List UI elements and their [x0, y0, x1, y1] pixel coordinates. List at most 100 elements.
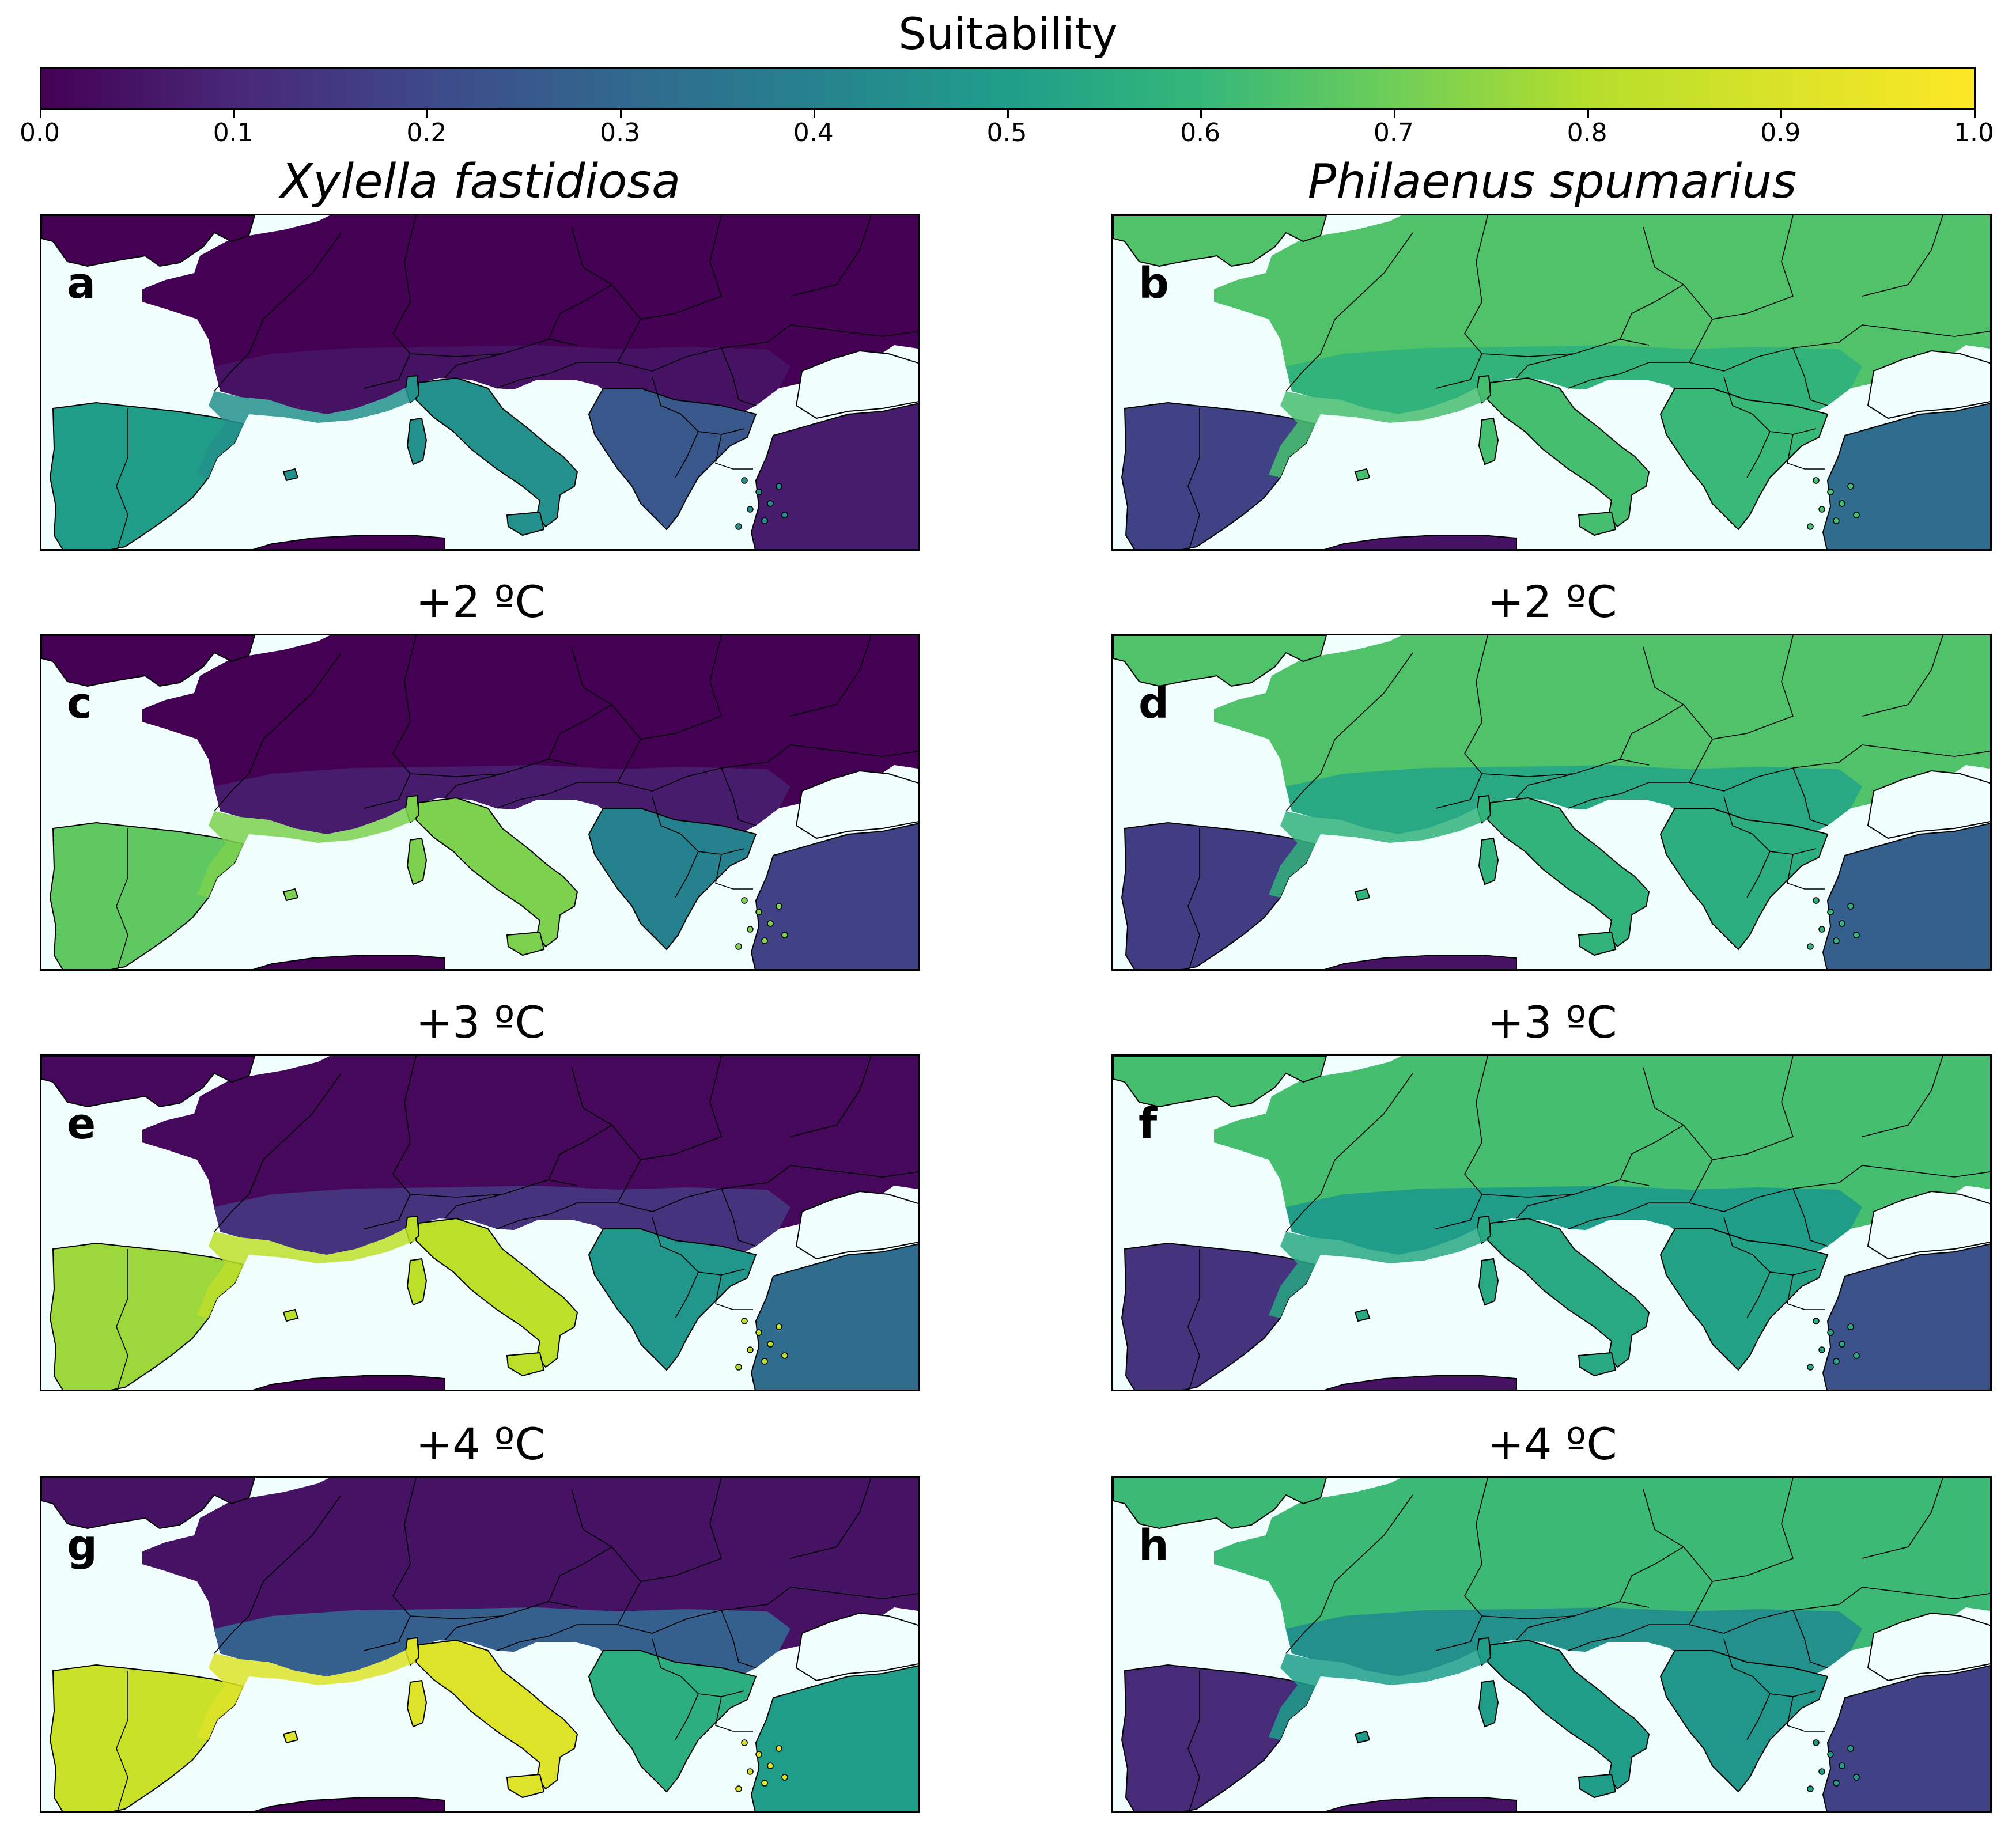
- land-region-iberia: [49, 822, 244, 969]
- land-region-sardinia: [406, 417, 428, 465]
- aegean-island: [1818, 1346, 1825, 1353]
- country-border: [1752, 1676, 1817, 1697]
- land-region-sicily: [506, 511, 545, 536]
- coastal-fringe: [197, 805, 416, 898]
- country-border: [1516, 353, 1575, 379]
- country-border: [675, 1271, 699, 1319]
- country-border: [652, 376, 682, 415]
- land-region-balkans: [588, 1228, 757, 1371]
- country-border: [1792, 347, 1828, 406]
- country-border: [617, 1587, 791, 1634]
- coastal-fringe: [1269, 385, 1488, 478]
- land-region-sicily: [506, 931, 545, 956]
- country-border: [1723, 376, 1753, 415]
- black-sea: [1867, 1612, 1990, 1682]
- country-border: [1620, 284, 1684, 340]
- land-region-balearics: [1354, 1308, 1371, 1322]
- land-region-northafrica: [1324, 1797, 1517, 1811]
- land-region-uk: [41, 1056, 256, 1108]
- land-region-iberia: [1121, 1242, 1316, 1390]
- map-panel-h: h: [1111, 1476, 1992, 1813]
- land-region-sardinia: [1478, 1258, 1499, 1306]
- aegean-island: [747, 506, 754, 513]
- colorbar-tick-label: 0.2: [406, 118, 447, 147]
- country-border: [1568, 1202, 1689, 1229]
- aegean-island: [1839, 500, 1845, 507]
- aegean-island: [1813, 477, 1820, 484]
- country-border: [1435, 635, 1488, 809]
- colorbar-tick: [1974, 110, 1976, 118]
- land-region-uk: [41, 215, 256, 267]
- colorbar-tick: [426, 110, 429, 118]
- aegean-island: [755, 909, 762, 915]
- country-border: [680, 1676, 745, 1697]
- black-sea: [795, 770, 918, 839]
- country-border: [364, 1056, 417, 1229]
- colorbar-tick-label: 0.6: [1180, 118, 1221, 147]
- colorbar-tick: [1587, 110, 1589, 118]
- country-border: [496, 782, 618, 809]
- land-region-sicily: [1578, 511, 1617, 536]
- country-border: [675, 851, 699, 898]
- country-border: [715, 434, 753, 470]
- country-border: [571, 646, 641, 740]
- country-border: [1862, 324, 1990, 337]
- aegean-island: [747, 1768, 754, 1775]
- colorbar-tick-label: 0.0: [20, 118, 60, 147]
- coastal-fringe: [197, 1648, 416, 1740]
- country-border: [364, 635, 417, 809]
- country-border: [790, 324, 918, 337]
- country-border: [617, 215, 723, 363]
- land-region-sicily: [1578, 931, 1617, 956]
- aegean-island: [1827, 489, 1834, 495]
- country-border: [548, 1125, 612, 1180]
- land-region-uk: [1113, 635, 1327, 687]
- country-border: [790, 1478, 872, 1559]
- colorbar-tick: [40, 110, 41, 118]
- colorbar: [40, 67, 1976, 110]
- colorbar-title: Suitability: [898, 8, 1118, 59]
- country-border: [1787, 434, 1825, 470]
- coastal-fringe: [1269, 1226, 1488, 1318]
- country-border: [1689, 1478, 1794, 1625]
- map-svg: [1113, 215, 1990, 549]
- country-border: [1516, 1194, 1575, 1219]
- country-border: [1568, 1624, 1689, 1651]
- panel-label: h: [1139, 1521, 1169, 1570]
- land-region-turkey: [1822, 1665, 1990, 1811]
- black-sea: [795, 1190, 918, 1260]
- country-border: [1862, 1587, 1990, 1599]
- country-border: [1746, 1693, 1771, 1740]
- aegean-island: [767, 920, 774, 927]
- land-region-northafrica: [252, 1375, 445, 1390]
- country-border: [116, 828, 128, 969]
- panel-label: b: [1139, 259, 1169, 308]
- country-border: [1285, 232, 1413, 392]
- map-panel-f: f: [1111, 1054, 1992, 1391]
- country-border: [571, 1067, 641, 1160]
- land-region-iberia: [1121, 1664, 1316, 1811]
- aegean-island: [1839, 920, 1845, 927]
- black-sea: [795, 1612, 918, 1682]
- map-svg: [1113, 635, 1990, 969]
- aegean-island: [781, 512, 788, 518]
- land-region-italy: [415, 1639, 578, 1790]
- country-border: [1285, 652, 1413, 812]
- row-title-plus4-left: +4 ºC: [415, 1418, 546, 1470]
- map-panel-g: g: [40, 1476, 920, 1813]
- aegean-island: [1833, 1780, 1840, 1787]
- colorbar-tick: [1780, 110, 1783, 118]
- country-border: [1187, 1249, 1200, 1390]
- colorbar-tick: [1393, 110, 1395, 118]
- country-border: [1787, 854, 1825, 890]
- land-region-sicily: [1578, 1352, 1617, 1377]
- land-region-turkey: [750, 1243, 918, 1390]
- map-svg: [41, 1056, 918, 1390]
- country-border: [721, 1610, 757, 1668]
- country-border: [1435, 1478, 1488, 1651]
- country-border: [1787, 1696, 1825, 1732]
- aegean-island: [1807, 1364, 1814, 1371]
- aegean-island: [1833, 937, 1840, 944]
- country-border: [790, 1587, 918, 1599]
- country-border: [571, 1489, 641, 1582]
